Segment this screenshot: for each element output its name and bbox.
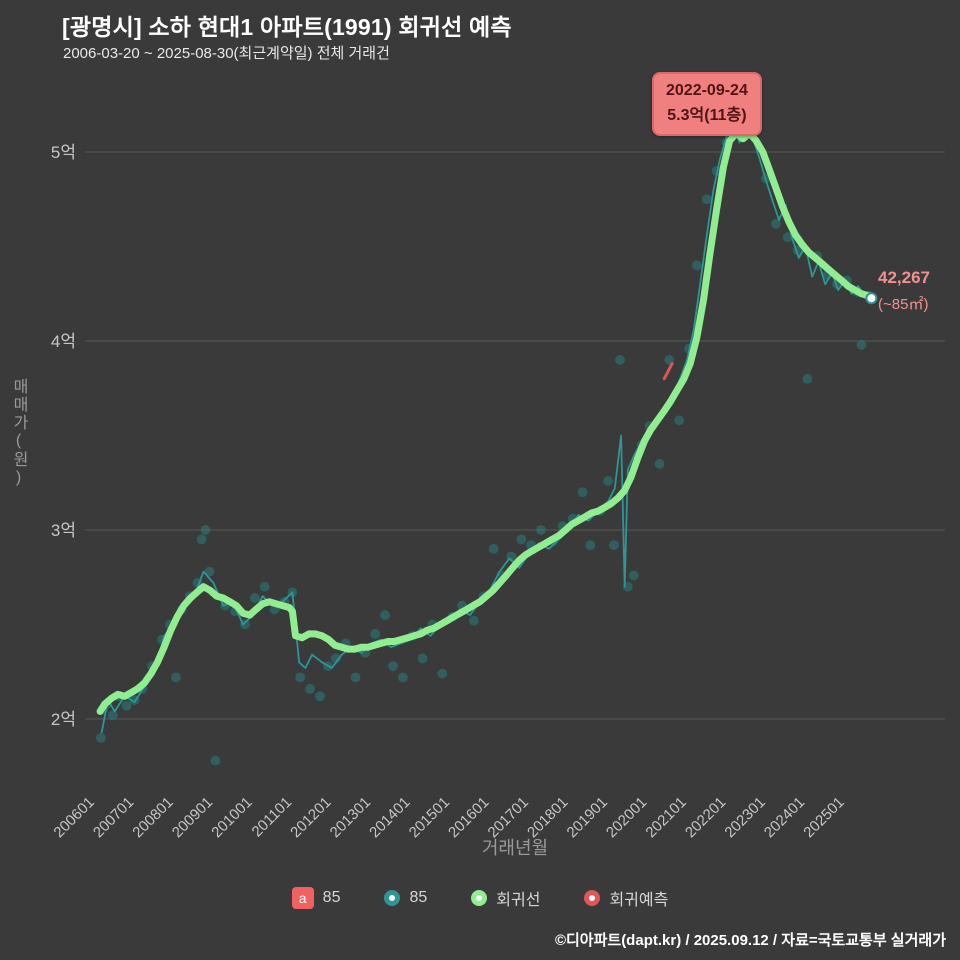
legend-label: 85: [409, 889, 428, 906]
svg-text:5억: 5억: [51, 143, 76, 162]
latest-price-label: 42,267 (~85㎡): [878, 268, 930, 314]
scatter-points-85: [95, 90, 874, 766]
legend-item-85-scatter: a 85: [291, 887, 341, 909]
series-line-회귀선: [96, 129, 875, 715]
annotation-date: 2022-09-24: [666, 82, 748, 99]
legend-label: 회귀선: [496, 892, 541, 909]
legend: a 85 85 회귀선 회귀예측: [0, 886, 960, 910]
gridlines: 2억 3억 4억 5억: [51, 143, 945, 729]
legend-green-dot-icon: [471, 890, 488, 906]
legend-a-marker-icon: a: [291, 887, 314, 909]
page-subtitle: 2006-03-20 ~ 2025-08-30(최근계약일) 전체 거래건: [63, 45, 390, 62]
legend-label: 85: [322, 889, 341, 906]
y-axis-title: 매매가(원): [10, 378, 27, 488]
legend-item-85-line: 85: [384, 889, 427, 907]
page-title: [광명시] 소하 현대1 아파트(1991) 회귀선 예측: [62, 14, 512, 40]
svg-text:2억: 2억: [51, 710, 76, 729]
latest-point-marker: [865, 292, 878, 305]
footer-credit: ©디아파트(dapt.kr) / 2025.09.12 / 자료=국토교통부 실…: [554, 932, 946, 949]
legend-label: 회귀예측: [609, 892, 669, 909]
legend-red-dot-icon: [584, 890, 601, 906]
svg-text:200601: 200601: [50, 794, 97, 841]
svg-text:3억: 3억: [51, 521, 76, 540]
x-axis-title: 거래년월: [481, 838, 549, 858]
peak-annotation: 2022-09-24 5.3억(11층): [652, 72, 762, 136]
legend-item-regression: 회귀선: [471, 886, 540, 910]
series-line-회귀예측: [662, 362, 674, 381]
latest-price-area: (~85㎡): [878, 296, 929, 313]
legend-item-forecast: 회귀예측: [584, 886, 668, 910]
latest-price-value: 42,267: [878, 268, 930, 287]
series-line-85: [100, 122, 873, 734]
svg-text:4억: 4억: [51, 332, 76, 351]
annotation-price: 5.3억(11층): [667, 106, 747, 124]
legend-teal-dot-icon: [384, 890, 401, 906]
